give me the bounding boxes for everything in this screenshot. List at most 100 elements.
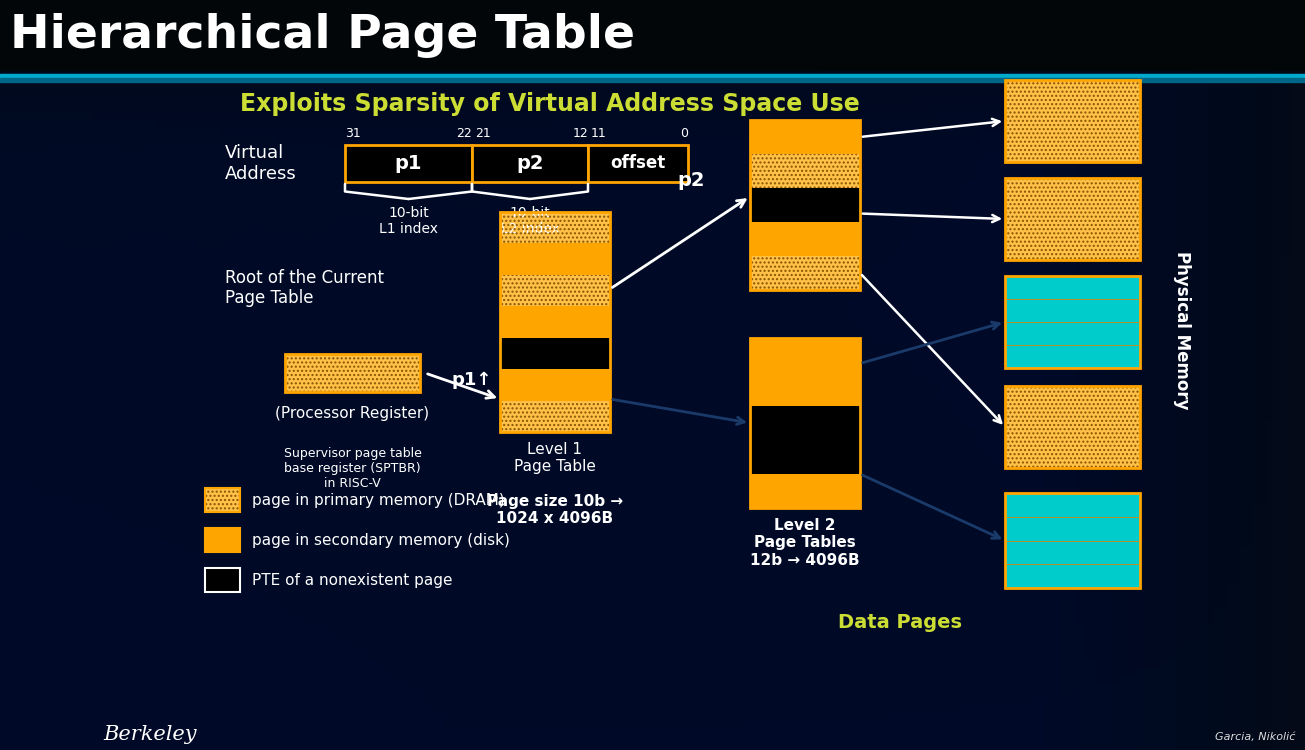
Bar (0, 328, 733, 750)
Bar (750, 222, 860, 256)
Text: p2: p2 (517, 154, 544, 173)
Bar (1005, 448, 1141, 468)
Bar (0, 254, 864, 750)
Text: 22: 22 (457, 127, 472, 140)
Bar (1005, 142, 1141, 162)
Bar (750, 338, 860, 508)
Bar (1005, 564, 1141, 588)
Text: Hierarchical Page Table: Hierarchical Page Table (10, 13, 636, 58)
Bar (500, 274, 609, 306)
Bar (0, 122, 1092, 750)
Bar (0, 178, 994, 750)
Bar (750, 474, 860, 508)
Bar (1005, 199, 1141, 219)
Text: p1: p1 (394, 154, 423, 173)
Bar (1005, 386, 1141, 406)
Bar (0, 85, 1158, 750)
Bar (1005, 406, 1141, 427)
Bar (1005, 386, 1141, 406)
Bar (750, 120, 860, 290)
Bar (1005, 427, 1141, 448)
Bar (0, 281, 816, 750)
Bar (1005, 276, 1141, 368)
Bar (0, 94, 1142, 750)
Bar (0, 346, 702, 750)
Bar (284, 354, 420, 392)
Bar (0, 197, 962, 750)
Bar (500, 400, 609, 432)
Bar (750, 154, 860, 188)
Bar (750, 338, 860, 372)
Text: 0: 0 (680, 127, 688, 140)
Bar (0, 104, 1125, 750)
Bar (205, 528, 240, 552)
Bar (0, 78, 1305, 82)
Text: Berkeley: Berkeley (103, 725, 197, 744)
Bar (0, 356, 685, 750)
Bar (1005, 178, 1141, 199)
Text: p2: p2 (677, 172, 705, 190)
Text: Supervisor page table
base register (SPTBR)
in RISC-V: Supervisor page table base register (SPT… (283, 447, 422, 490)
Bar (1005, 219, 1141, 239)
Bar (1005, 199, 1141, 219)
Text: Data Pages: Data Pages (838, 613, 962, 632)
Bar (750, 440, 860, 474)
Bar (1005, 100, 1141, 121)
Bar (1005, 239, 1141, 260)
Text: Page size 10b →
1024 x 4096B: Page size 10b → 1024 x 4096B (487, 494, 622, 526)
Text: Physical Memory: Physical Memory (1173, 251, 1191, 410)
Bar (1005, 80, 1141, 162)
Text: p1↑: p1↑ (452, 371, 492, 389)
Bar (500, 244, 609, 274)
Text: offset: offset (611, 154, 666, 172)
Bar (500, 212, 609, 244)
Bar (0, 300, 783, 750)
Text: Root of the Current
Page Table: Root of the Current Page Table (224, 268, 384, 308)
Bar (500, 338, 609, 369)
Bar (284, 354, 420, 392)
Bar (1005, 386, 1141, 468)
Bar (750, 154, 860, 188)
Text: Garcia, Nikolić: Garcia, Nikolić (1215, 732, 1295, 742)
Text: 11: 11 (591, 127, 607, 140)
Bar (0, 244, 881, 750)
Bar (1005, 239, 1141, 260)
Bar (500, 274, 609, 306)
Text: page in secondary memory (disk): page in secondary memory (disk) (252, 532, 510, 548)
Bar (1005, 178, 1141, 199)
Bar (750, 406, 860, 440)
Text: Exploits Sparsity of Virtual Address Space Use: Exploits Sparsity of Virtual Address Spa… (240, 92, 860, 116)
Bar (1005, 80, 1141, 100)
Bar (1005, 406, 1141, 427)
Bar (589, 145, 688, 182)
Text: 31: 31 (345, 127, 360, 140)
Bar (0, 74, 1305, 78)
Bar (0, 206, 946, 750)
Bar (1005, 517, 1141, 541)
Bar (1005, 121, 1141, 142)
Bar (1005, 345, 1141, 368)
Text: 10-bit
L2 index: 10-bit L2 index (501, 206, 560, 236)
Bar (0, 319, 750, 750)
Bar (0, 262, 848, 750)
Bar (500, 274, 609, 306)
Text: Level 2
Page Tables
12b → 4096B: Level 2 Page Tables 12b → 4096B (750, 518, 860, 568)
Bar (0, 160, 1028, 750)
Bar (500, 212, 609, 244)
Bar (0, 188, 979, 750)
Bar (0, 272, 831, 750)
Text: (Processor Register): (Processor Register) (275, 406, 429, 421)
Bar (1005, 219, 1141, 239)
Bar (1005, 427, 1141, 448)
Bar (500, 306, 609, 338)
Bar (205, 488, 240, 512)
Bar (0, 309, 767, 750)
Bar (500, 369, 609, 400)
Bar (750, 188, 860, 222)
Text: PTE of a nonexistent page: PTE of a nonexistent page (252, 572, 453, 587)
Bar (500, 212, 609, 244)
Bar (1005, 178, 1141, 199)
Bar (0, 366, 668, 750)
Bar (0, 225, 913, 750)
Bar (1005, 100, 1141, 121)
